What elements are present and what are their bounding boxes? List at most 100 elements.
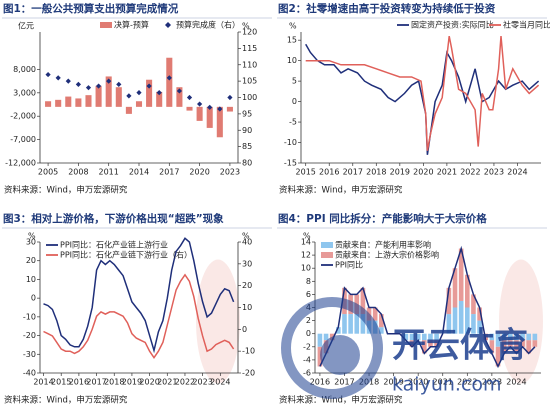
bar xyxy=(206,106,213,128)
source: 资料来源：Wind，申万宏源研究 xyxy=(4,395,128,406)
legend-label: PPI同比：石化产业链下游行业（右） xyxy=(60,250,192,260)
point xyxy=(207,104,213,110)
bar xyxy=(379,327,384,334)
bar xyxy=(495,333,501,347)
y-tick-label: 12 xyxy=(301,251,311,260)
x-tick-label: 2017 xyxy=(159,168,179,177)
bar xyxy=(446,287,452,315)
bar xyxy=(135,101,143,107)
legend-swatch xyxy=(321,252,333,258)
y-tick-label: -2 xyxy=(303,342,311,351)
bar xyxy=(434,340,439,347)
bar xyxy=(428,333,433,341)
x-tick-label: 2024 xyxy=(506,378,526,387)
y2-tick-label: 40 xyxy=(242,238,252,247)
x-tick-label: 2016 xyxy=(310,378,330,387)
x-tick-label: 2019 xyxy=(122,378,142,387)
x-tick-label: 2022 xyxy=(457,378,477,387)
legend-label: PPI同比：石化产业链上游行业 xyxy=(60,240,168,250)
legend-label: PPI同比 xyxy=(335,260,363,270)
y-tick-label: -20 xyxy=(23,331,36,340)
point xyxy=(146,83,152,89)
y-tick-label: 30 xyxy=(26,238,36,247)
bar xyxy=(156,91,163,107)
y2-tick-label: 105 xyxy=(242,77,257,86)
chart-title: 图2：社零增速由高于投资转变为持续低于投资 xyxy=(278,2,496,15)
bar xyxy=(186,106,193,111)
bar xyxy=(336,327,341,334)
y2-tick-label: 80 xyxy=(242,159,252,168)
bar xyxy=(409,333,415,341)
y-tick-label: 10 xyxy=(26,275,36,284)
point xyxy=(95,83,102,89)
x-tick-label: 2017 xyxy=(334,378,354,387)
legend-swatch xyxy=(321,242,333,248)
bar xyxy=(360,287,366,315)
legend-label: 贡献来自：产能利用率影响 xyxy=(335,240,431,250)
source: 资料来源：Wind，申万宏源研究 xyxy=(279,395,403,406)
point xyxy=(75,81,81,87)
line xyxy=(319,245,536,369)
y-tick-label: 15 xyxy=(287,36,297,45)
x-tick-label: 2018 xyxy=(104,378,124,387)
x-tick-label: 2014 xyxy=(129,168,149,177)
y2-tick-label: -20 xyxy=(242,369,255,378)
bar xyxy=(403,333,409,341)
watermark: 开云体育 kaiyun.com xyxy=(281,297,528,399)
point xyxy=(227,94,233,101)
bar xyxy=(501,333,507,341)
bar xyxy=(452,307,458,334)
bar xyxy=(477,307,482,321)
x-tick-label: 2015 xyxy=(296,168,316,177)
y2-tick-label: 115 xyxy=(242,44,257,53)
bar xyxy=(489,333,495,341)
y2-tick-label: -10 xyxy=(242,347,255,356)
bar xyxy=(422,340,427,354)
y-tick-label: 10 xyxy=(287,56,297,65)
highlight xyxy=(196,259,240,384)
x-tick-label: 2023 xyxy=(192,378,212,387)
y-unit: % xyxy=(28,232,36,241)
bar xyxy=(317,346,323,367)
y2-tick-label: 10 xyxy=(242,303,252,312)
bar xyxy=(55,99,62,107)
x-tick-label: 2020 xyxy=(413,168,433,177)
bar xyxy=(196,106,203,121)
source: 资料来源：Wind，申万宏源研究 xyxy=(4,185,128,196)
x-tick-label: 2022 xyxy=(175,378,195,387)
y-tick-label: 0 xyxy=(292,97,297,106)
source: 资料来源：Wind，申万宏源研究 xyxy=(279,185,403,196)
y-tick-label: -7,000 xyxy=(10,135,36,144)
x-tick-label: 2011 xyxy=(99,168,119,177)
chart-title: 图3：相对上游价格，下游价格出现“超跌”现象 xyxy=(3,212,224,225)
legend-swatch xyxy=(165,22,171,28)
y-tick-label: -15 xyxy=(284,159,297,168)
x-tick-label: 2017 xyxy=(86,378,106,387)
bar xyxy=(507,333,513,341)
bar xyxy=(146,79,153,107)
x-tick-label: 2024 xyxy=(507,168,527,177)
bar xyxy=(458,300,464,334)
bar xyxy=(495,346,501,367)
x-tick-label: 2021 xyxy=(433,378,453,387)
y-tick-label: -4 xyxy=(303,355,311,364)
y-tick-label: 0 xyxy=(31,294,36,303)
watermark-url: kaiyun.com xyxy=(392,374,502,396)
bar xyxy=(477,320,482,334)
point xyxy=(166,75,172,81)
x-tick-label: 2005 xyxy=(38,168,58,177)
point xyxy=(116,81,122,87)
point xyxy=(106,78,112,84)
bar xyxy=(526,340,532,354)
bar xyxy=(45,101,52,107)
y-tick-label: -10 xyxy=(284,138,297,147)
bar xyxy=(379,314,384,328)
point xyxy=(176,88,183,94)
bar xyxy=(428,340,433,347)
bar xyxy=(526,333,532,341)
bar xyxy=(446,314,452,334)
point xyxy=(85,85,92,91)
x-tick-label: 2023 xyxy=(220,168,240,177)
